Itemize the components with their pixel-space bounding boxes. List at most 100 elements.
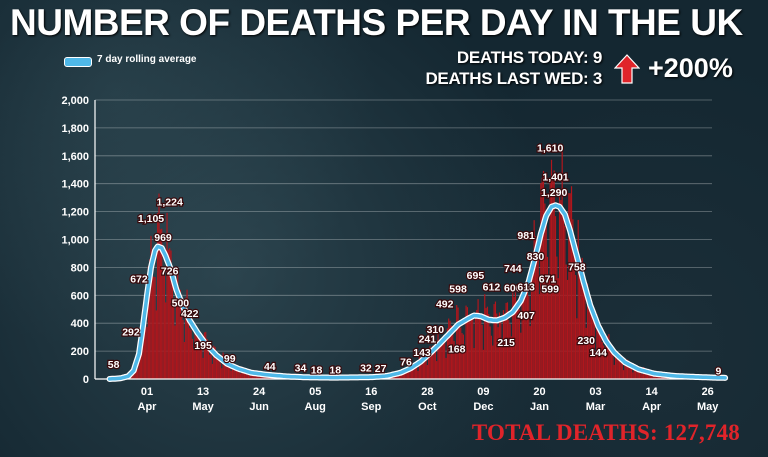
daily-bar [639,368,641,379]
daily-bar [422,357,424,379]
x-tick-month: Aug [305,401,326,413]
data-label: 612 [483,282,501,294]
daily-bar [614,352,617,379]
daily-bar [528,296,530,379]
daily-bar [586,283,589,379]
daily-bar [581,257,583,379]
daily-bar [464,348,466,379]
daily-bar [476,309,478,379]
x-tick-month: Sep [361,401,381,413]
daily-bar [564,225,566,379]
daily-bar [461,333,463,379]
daily-bar [609,350,611,379]
daily-bar [462,334,464,379]
daily-bar [432,345,434,379]
daily-bar [194,327,196,379]
y-tick-label: 1,400 [61,179,89,191]
daily-bar [223,357,226,379]
daily-bar [434,348,436,379]
data-label: 241 [419,333,437,345]
daily-bar [149,259,151,379]
data-label: 1,290 [541,187,567,199]
x-tick-month: Mar [586,401,606,413]
daily-bar [206,338,208,379]
daily-bar [604,354,606,379]
daily-bar [477,299,479,379]
x-tick-day: 20 [533,386,545,398]
daily-bar [143,321,145,379]
daily-bar [183,342,185,379]
daily-bar [217,355,219,379]
daily-bar [645,371,647,379]
daily-bar [398,375,400,379]
daily-bar [552,180,554,379]
daily-bar [637,370,639,379]
daily-bar [584,289,586,379]
daily-bar [660,376,662,379]
daily-bar [562,210,565,379]
data-label: 18 [311,364,323,376]
daily-bar [536,253,538,379]
daily-bar [544,203,546,379]
data-label: 215 [497,337,515,349]
daily-bar [628,366,630,379]
daily-bar [441,343,443,379]
daily-bar [468,320,470,379]
daily-bar [429,346,431,379]
daily-bar [566,279,569,379]
daily-bar [175,283,177,379]
daily-bar [549,177,551,379]
daily-bar [565,264,567,379]
daily-bar [258,375,260,379]
y-tick-label: 400 [71,318,89,330]
daily-bar [517,308,519,379]
daily-bar [649,372,651,379]
daily-bar [155,310,157,379]
x-tick-month: Jan [530,401,549,413]
daily-bar [533,220,535,379]
data-label: 422 [181,308,199,320]
daily-bar [572,219,574,379]
daily-bar [510,336,513,379]
data-label: 58 [108,359,120,371]
daily-bar [425,357,427,379]
daily-bar [494,301,497,379]
daily-bar [178,287,180,379]
daily-bar [452,329,454,379]
x-tick-day: 24 [253,386,266,398]
daily-bar [437,331,439,379]
daily-bar [150,235,152,379]
daily-bar [421,356,423,379]
daily-bar [182,319,184,379]
data-label: 27 [375,363,387,375]
data-label: 492 [436,298,454,310]
daily-bar [424,362,426,379]
x-tick-month: May [192,401,214,413]
daily-bar [166,212,168,379]
daily-bar [516,302,518,379]
daily-bar [498,312,501,379]
data-label: 726 [161,266,179,278]
daily-bar [404,371,406,379]
daily-bar [413,365,415,379]
daily-bar [540,183,542,379]
y-tick-label: 200 [71,346,89,358]
daily-bar [627,359,629,379]
daily-bar [561,150,563,379]
data-label: 1,610 [537,142,563,154]
data-label: 144 [589,347,607,359]
data-label: 99 [224,353,236,365]
daily-bar [478,312,481,379]
daily-bar [198,333,200,379]
daily-bar [538,294,541,379]
daily-bar [488,313,490,379]
daily-bar [179,289,181,379]
daily-bar [593,321,595,379]
daily-bar [537,245,539,379]
daily-bar [197,330,199,379]
daily-bar [532,263,534,379]
daily-bar [218,355,220,379]
daily-bar [257,374,259,379]
daily-bar [513,297,515,379]
data-label: 599 [541,283,559,295]
